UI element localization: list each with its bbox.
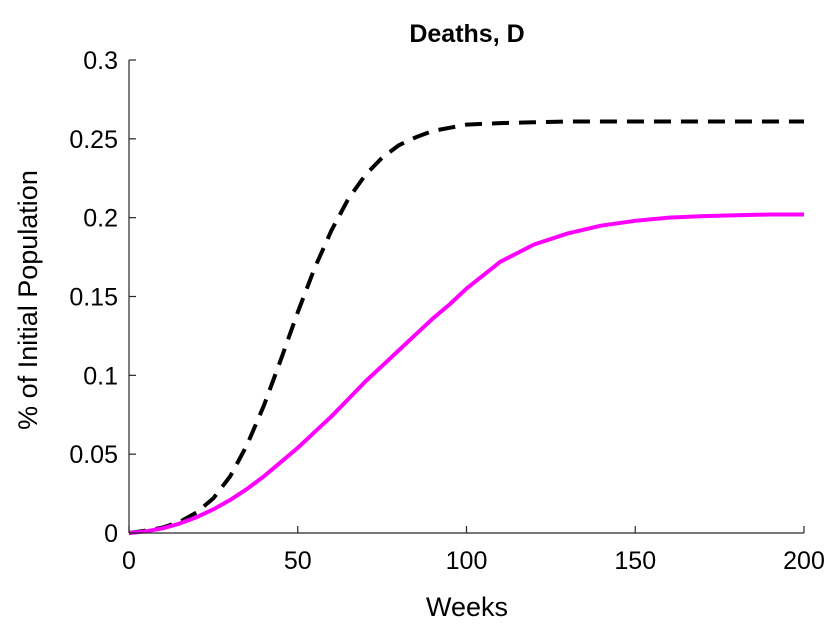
y-tick-label: 0.15 xyxy=(69,284,118,312)
axes: 0 50 100 150 200 0 0.05 0.1 0.15 0.2 0.25 0.3 xyxy=(69,47,825,575)
x-tick-label: 100 xyxy=(446,547,488,575)
y-tick-label: 0.1 xyxy=(83,362,118,390)
series-line-2 xyxy=(128,212,804,535)
x-axis-label: Weeks xyxy=(426,592,508,622)
x-tick-label: 50 xyxy=(284,547,312,575)
y-tick-label: 0 xyxy=(104,520,118,548)
chart-title: Deaths, D xyxy=(409,20,524,48)
x-tick-label: 0 xyxy=(122,547,136,575)
y-axis-label: % of Initial Population xyxy=(13,170,43,430)
x-tick-label: 200 xyxy=(783,547,825,575)
y-tick-label: 0.25 xyxy=(69,126,118,154)
y-tick-label: 0.2 xyxy=(83,205,118,233)
y-tick-label: 0.05 xyxy=(69,441,118,469)
plot-lines xyxy=(128,119,804,535)
y-tick-label: 0.3 xyxy=(83,47,118,75)
x-tick-label: 150 xyxy=(614,547,656,575)
series-line-1 xyxy=(128,119,804,535)
